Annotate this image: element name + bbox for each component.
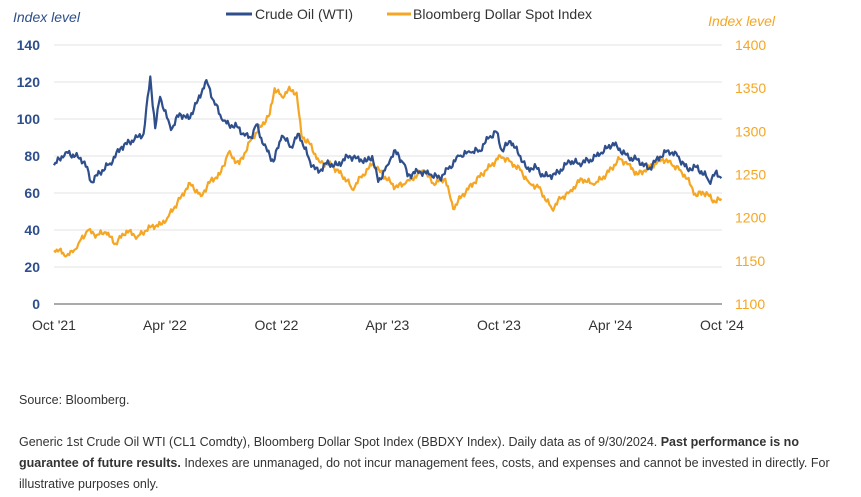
disclaimer-text-end: Indexes are unmanaged, do not incur mana… [19,456,830,491]
right-tick-label: 1150 [735,253,765,269]
x-tick-label: Oct '24 [700,317,744,333]
source-note: Source: Bloomberg. [19,393,130,407]
right-tick-label: 1300 [735,123,766,139]
disclaimer-bold: Past performance is no guarantee of futu… [19,435,799,470]
left-tick-label: 0 [32,296,40,312]
left-tick-label: 140 [17,37,41,53]
left-tick-label: 100 [17,111,41,127]
x-tick-label: Oct '21 [32,317,76,333]
left-tick-label: 80 [24,148,40,164]
left-tick-label: 20 [24,259,40,275]
legend-label-wti: Crude Oil (WTI) [255,6,353,22]
left-tick-label: 40 [24,222,40,238]
right-tick-label: 1400 [735,37,766,53]
x-tick-label: Apr '22 [143,317,187,333]
disclaimer-text: Generic 1st Crude Oil WTI (CL1 Comdty), … [19,435,661,449]
right-axis-ticks: 1100 1150 1200 1250 1300 1350 1400 [735,37,766,312]
x-axis-ticks: Oct '21 Apr '22 Oct '22 Apr '23 Oct '23 Apr '… [32,317,744,333]
x-tick-label: Apr '24 [589,317,633,333]
left-tick-label: 120 [17,74,41,90]
series-line-wti [53,75,723,185]
series-layer [53,75,723,258]
x-tick-label: Apr '23 [365,317,409,333]
right-tick-label: 1250 [735,167,766,183]
disclaimer: Generic 1st Crude Oil WTI (CL1 Comdty), … [19,432,849,495]
right-tick-label: 1100 [735,296,765,312]
left-axis-ticks: 0 20 40 60 80 100 120 140 [17,37,41,312]
x-tick-label: Oct '23 [477,317,521,333]
legend-label-dollar-index: Bloomberg Dollar Spot Index [413,6,592,22]
series-line-dollar-index [53,85,723,258]
legend: Crude Oil (WTI) Bloomberg Dollar Spot In… [226,6,592,22]
left-tick-label: 60 [24,185,40,201]
right-tick-label: 1350 [735,80,766,96]
x-tick-label: Oct '22 [255,317,299,333]
right-tick-label: 1200 [735,210,766,226]
gridlines [54,44,722,268]
left-axis-title: Index level [13,9,81,25]
right-axis-title: Index level [708,13,776,29]
footnotes: Source: Bloomberg. Generic 1st Crude Oil… [19,390,849,495]
